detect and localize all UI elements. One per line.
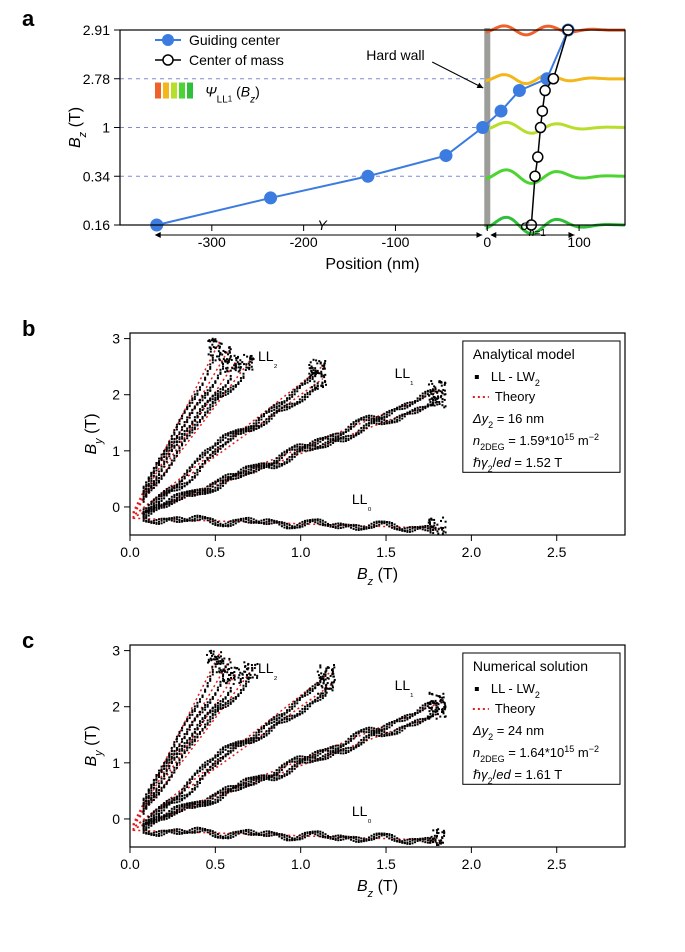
svg-text:Bz (T): Bz (T) [357,878,398,900]
svg-text:3: 3 [112,331,120,347]
svg-text:Numerical solution: Numerical solution [473,658,588,674]
svg-text:Theory: Theory [495,389,536,404]
svg-text:LL₂: LL₂ [258,348,278,370]
svg-text:2.0: 2.0 [462,544,482,560]
svg-text:Center of mass: Center of mass [189,52,284,68]
svg-text:LL₁: LL₁ [395,677,415,699]
svg-text:LL₂: LL₂ [258,660,278,682]
svg-text:0: 0 [483,234,491,250]
svg-text:1.0: 1.0 [291,544,311,560]
svg-text:Position (nm): Position (nm) [325,256,419,273]
panel-a: -300 -200 -100 0 100 0.16 0.34 1 2.78 2.91 Positio… [70,20,635,330]
svg-text:0: 0 [112,811,120,827]
panel-label-a: a [22,6,34,32]
svg-text:1.5: 1.5 [376,856,396,872]
svg-text:1: 1 [102,120,110,136]
svg-text:100: 100 [567,234,591,250]
svg-text:2.5: 2.5 [547,544,567,560]
panel-c: 0.0 0.5 1.0 1.5 2.0 2.5 0 1 2 3 Bz (T) By (T) LL₂ LL₁… [80,640,635,952]
svg-text:0.16: 0.16 [83,217,110,233]
svg-text:2: 2 [112,699,120,715]
svg-text:1: 1 [112,443,120,459]
svg-text:2.78: 2.78 [83,71,110,87]
svg-text:0.0: 0.0 [120,856,140,872]
svg-text:By (T): By (T) [83,413,105,454]
svg-text:0.5: 0.5 [206,544,226,560]
figure: a b c -300-200-10001000.160.3412.782.91P… [0,0,685,944]
panel-b: 0.0 0.5 1.0 1.5 2.0 2.5 0 1 2 3 Bz (T) By (T) LL₂ LL₁… [80,328,635,640]
svg-text:Bz (T): Bz (T) [67,107,89,148]
svg-text:0: 0 [112,499,120,515]
svg-text:Guiding center: Guiding center [189,32,280,48]
svg-text:By (T): By (T) [83,725,105,766]
svg-text:1.0: 1.0 [291,856,311,872]
panel-label-b: b [22,316,35,342]
svg-text:LL₀: LL₀ [352,803,372,825]
svg-text:1: 1 [112,755,120,771]
svg-text:1.5: 1.5 [376,544,396,560]
svg-text:2: 2 [112,387,120,403]
svg-text:LL₁: LL₁ [395,365,415,387]
svg-text:3: 3 [112,643,120,659]
svg-text:Hard wall: Hard wall [366,47,424,63]
svg-text:2.91: 2.91 [83,22,110,38]
svg-text:-100: -100 [381,234,409,250]
svg-text:Analytical model: Analytical model [473,346,575,362]
svg-text:-200: -200 [290,234,318,250]
svg-text:-300: -300 [198,234,226,250]
svg-text:Theory: Theory [495,701,536,716]
svg-text:0.34: 0.34 [83,168,110,184]
svg-text:LL₀: LL₀ [352,491,372,513]
svg-text:0.0: 0.0 [120,544,140,560]
svg-text:Bz (T): Bz (T) [357,566,398,588]
panel-label-c: c [22,628,34,654]
svg-text:ΨLL1 (Bz): ΨLL1 (Bz) [205,84,260,106]
svg-text:2.0: 2.0 [462,856,482,872]
svg-text:0.5: 0.5 [206,856,226,872]
svg-text:2.5: 2.5 [547,856,567,872]
